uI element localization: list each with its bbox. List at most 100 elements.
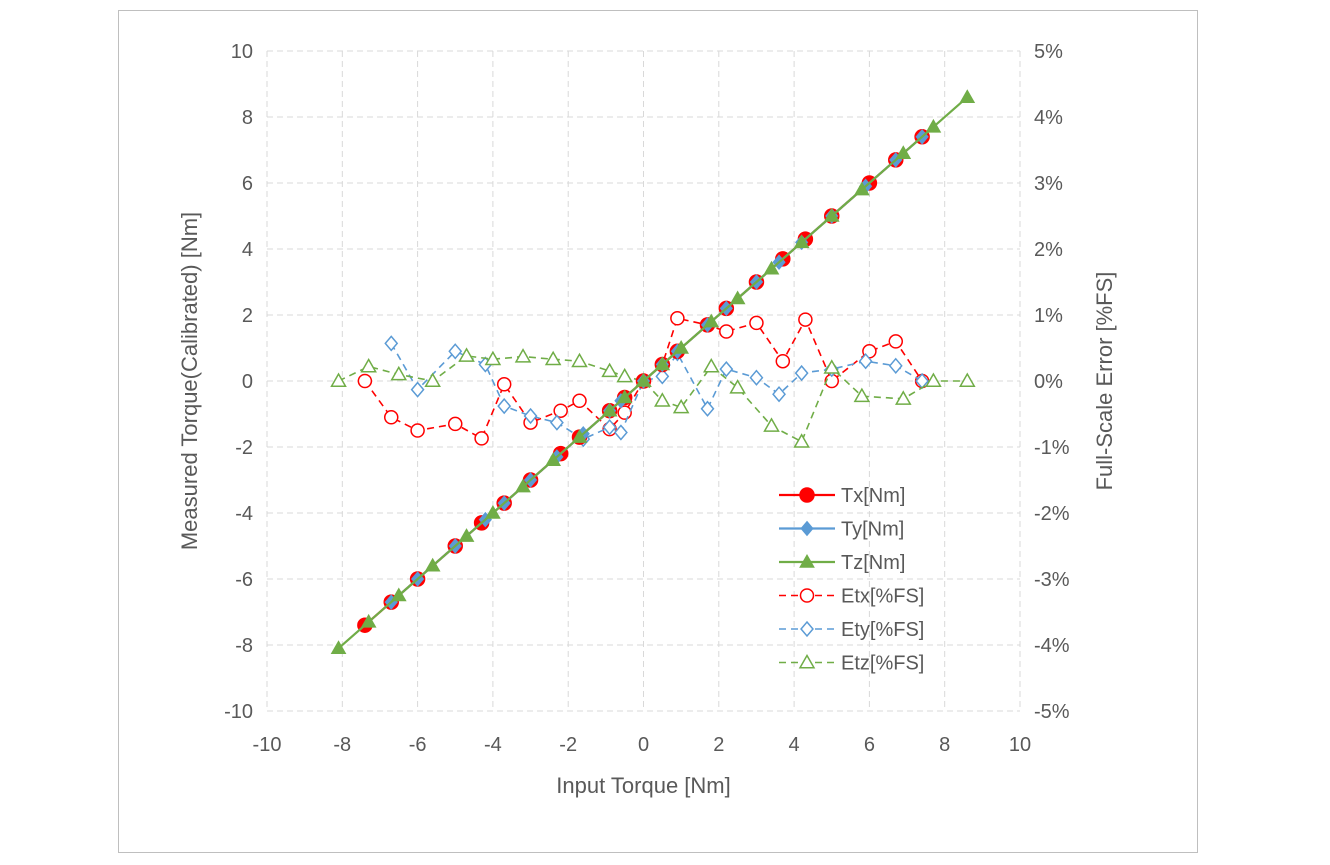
legend-marker bbox=[799, 588, 815, 603]
y2-tick-label: -5% bbox=[1034, 701, 1070, 723]
data-point bbox=[601, 402, 618, 417]
y2-tick-label: -4% bbox=[1034, 635, 1070, 657]
data-point bbox=[793, 234, 810, 249]
data-point bbox=[601, 362, 618, 378]
y-tick-label: -6 bbox=[235, 569, 253, 591]
legend: Tx[Nm] Ty[Nm] Tz[Nm] Etx[%FS] Ety[%FS] Etz[%F… bbox=[779, 485, 924, 675]
x-tick-label: 0 bbox=[638, 734, 649, 756]
data-point bbox=[853, 387, 871, 403]
data-point bbox=[700, 400, 715, 417]
data-point bbox=[602, 419, 617, 436]
data-point bbox=[485, 504, 501, 519]
data-point bbox=[798, 312, 813, 327]
y2-tick-label: 1% bbox=[1034, 305, 1063, 327]
data-point bbox=[571, 352, 588, 368]
x-tick-label: 2 bbox=[713, 734, 724, 756]
data-point bbox=[749, 369, 764, 386]
data-point bbox=[553, 403, 568, 418]
legend-item: Etx[%FS] bbox=[779, 586, 924, 608]
x-tick-label: -2 bbox=[559, 734, 577, 756]
legend-marker bbox=[800, 620, 814, 638]
y2-tick-label: 4% bbox=[1034, 107, 1063, 129]
data-point bbox=[672, 398, 690, 414]
data-point bbox=[474, 431, 489, 446]
data-point bbox=[383, 410, 399, 425]
data-point bbox=[719, 360, 734, 378]
y2-tick-label: 5% bbox=[1034, 41, 1063, 63]
x-tick-label: -8 bbox=[333, 734, 351, 756]
series-line bbox=[390, 342, 923, 440]
data-point bbox=[654, 356, 671, 371]
data-point bbox=[330, 640, 347, 655]
data-point bbox=[544, 350, 562, 366]
data-point bbox=[458, 528, 475, 542]
data-point bbox=[458, 347, 475, 362]
y-tick-label: 6 bbox=[242, 173, 253, 195]
data-point bbox=[635, 372, 652, 387]
data-point bbox=[925, 118, 942, 133]
data-point bbox=[895, 145, 912, 160]
data-point bbox=[617, 405, 632, 420]
data-point bbox=[894, 390, 912, 405]
data-point bbox=[673, 339, 690, 354]
y-tick-label: 8 bbox=[242, 107, 253, 129]
y-tick-label: -8 bbox=[235, 635, 253, 657]
data-point bbox=[514, 348, 532, 363]
data-point bbox=[616, 367, 633, 383]
data-point bbox=[854, 181, 870, 196]
x-tick-label: -4 bbox=[484, 734, 502, 756]
data-point bbox=[749, 315, 764, 331]
data-point bbox=[360, 357, 377, 373]
y-tick-label: 0 bbox=[242, 371, 253, 393]
data-point bbox=[360, 613, 377, 628]
data-point bbox=[763, 260, 780, 275]
y2-axis-title: Full-Scale Error [%FS] bbox=[1092, 272, 1117, 491]
data-point bbox=[545, 452, 562, 466]
data-point bbox=[763, 417, 780, 432]
data-point bbox=[424, 372, 441, 387]
data-point bbox=[424, 557, 441, 572]
x-axis-ticks: -10 -8 -6 -4 -2 0 2 4 6 8 10 bbox=[253, 734, 1032, 756]
x-tick-label: -6 bbox=[409, 734, 427, 756]
data-point bbox=[497, 397, 512, 415]
data-point bbox=[655, 368, 670, 385]
data-point bbox=[390, 365, 408, 381]
y-axis-ticks: 10 8 6 4 2 0 -2 -4 -6 -8 -10 bbox=[224, 41, 253, 723]
legend-label: Tx[Nm] bbox=[841, 485, 905, 507]
y-tick-label: 10 bbox=[231, 41, 253, 63]
y-tick-label: -10 bbox=[224, 701, 253, 723]
data-point bbox=[390, 587, 407, 602]
x-tick-label: -10 bbox=[253, 734, 282, 756]
data-point bbox=[484, 350, 502, 366]
data-point bbox=[572, 393, 587, 409]
x-tick-label: 8 bbox=[939, 734, 950, 756]
data-point bbox=[729, 290, 746, 305]
legend-item: Ty[Nm] bbox=[779, 519, 904, 541]
data-point bbox=[549, 414, 564, 431]
data-point bbox=[793, 433, 810, 448]
y2-tick-label: 3% bbox=[1034, 173, 1063, 195]
series-layer bbox=[330, 89, 976, 655]
data-point bbox=[410, 381, 425, 398]
legend-marker bbox=[798, 653, 816, 669]
legend-label: Ty[Nm] bbox=[841, 519, 904, 541]
data-point bbox=[703, 313, 720, 328]
data-point bbox=[729, 379, 746, 394]
legend-item: Tz[Nm] bbox=[779, 552, 905, 574]
y2-tick-label: 0% bbox=[1034, 371, 1063, 393]
series-ety-fs bbox=[384, 335, 930, 448]
data-point bbox=[670, 311, 685, 326]
data-point bbox=[357, 373, 373, 389]
data-point bbox=[959, 89, 976, 103]
data-point bbox=[410, 423, 425, 438]
legend-marker bbox=[799, 553, 815, 568]
data-point bbox=[384, 335, 399, 352]
legend-item: Tx[Nm] bbox=[779, 485, 905, 507]
chart-area: -10 -8 -6 -4 -2 0 2 4 6 8 10 10 8 6 4 2 0 -2 -4 -6 -8 -10 5%… bbox=[118, 10, 1198, 853]
data-point bbox=[330, 372, 347, 387]
y2-tick-label: 2% bbox=[1034, 239, 1063, 261]
data-point bbox=[958, 372, 976, 387]
y-tick-label: -2 bbox=[235, 437, 253, 459]
data-point bbox=[702, 357, 720, 373]
legend-label: Etz[%FS] bbox=[841, 653, 924, 675]
